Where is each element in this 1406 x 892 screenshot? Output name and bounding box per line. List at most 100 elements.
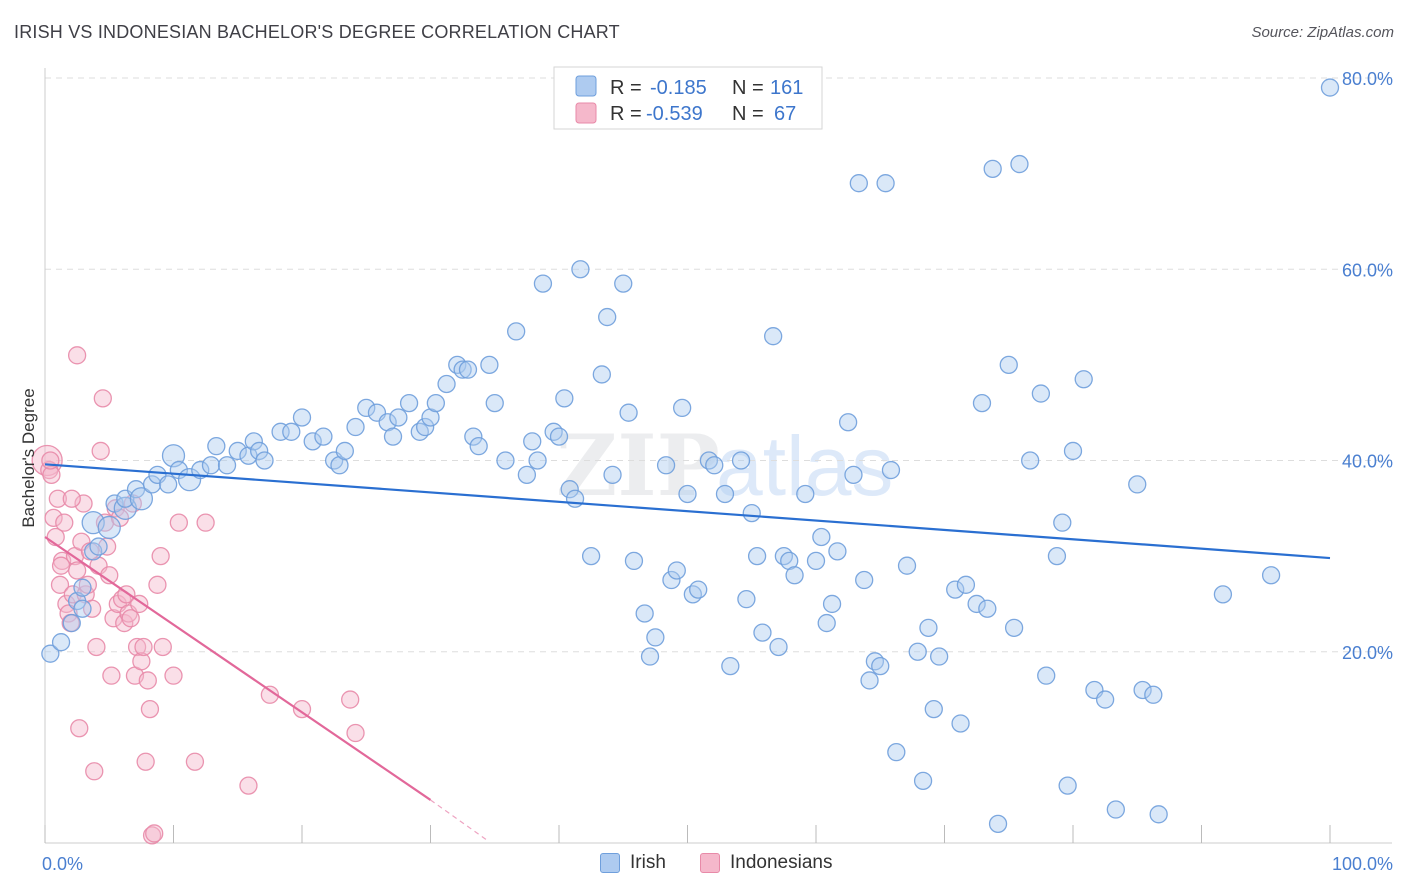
irish-point-148 bbox=[1213, 585, 1233, 604]
chart-title: IRISH VS INDONESIAN BACHELOR'S DEGREE CO… bbox=[14, 22, 620, 42]
irish-point-71 bbox=[598, 307, 617, 327]
irish-point-22 bbox=[201, 456, 221, 475]
indo-point-30 bbox=[102, 666, 121, 685]
irish-point-100 bbox=[796, 484, 815, 504]
irish-point-113 bbox=[876, 174, 895, 193]
indo-point-23 bbox=[87, 637, 106, 657]
indo-point-61 bbox=[341, 690, 360, 709]
irish-point-14 bbox=[129, 487, 154, 511]
irish-point-60 bbox=[523, 432, 542, 451]
legend-r-label-irish: R = bbox=[610, 77, 642, 99]
irish-point-135 bbox=[1037, 666, 1056, 685]
irish-point-56 bbox=[485, 393, 504, 413]
irish-point-127 bbox=[978, 599, 997, 618]
irish-point-105 bbox=[828, 542, 847, 561]
bottom-legend-irish[interactable]: Irish bbox=[600, 852, 666, 874]
irish-point-116 bbox=[897, 556, 917, 575]
irish-point-123 bbox=[951, 714, 970, 733]
legend-r-label-indo: R = bbox=[610, 103, 642, 125]
irish-point-65 bbox=[555, 389, 574, 408]
irish-point-136 bbox=[1047, 546, 1067, 566]
irish-point-107 bbox=[844, 465, 863, 484]
legend-swatch-indo bbox=[575, 102, 597, 124]
irish-point-102 bbox=[812, 527, 831, 547]
irish-point-150 bbox=[1320, 78, 1340, 97]
irish-point-49 bbox=[437, 374, 456, 394]
irish-point-119 bbox=[919, 618, 938, 637]
irish-point-110 bbox=[860, 671, 879, 690]
indo-point-46 bbox=[136, 752, 155, 771]
legend: R = -0.185 N = 161 R = -0.539 N = 67 bbox=[553, 66, 823, 130]
indo-point-26 bbox=[93, 389, 112, 408]
legend-n-label-irish: N = bbox=[732, 77, 764, 99]
legend-n-value-irish: 161 bbox=[770, 77, 803, 99]
irish-point-83 bbox=[678, 484, 697, 504]
indo-point-8 bbox=[55, 513, 74, 532]
irish-point-58 bbox=[507, 322, 526, 341]
irish-point-87 bbox=[705, 456, 724, 475]
irish-point-147 bbox=[1149, 805, 1168, 824]
bottom-legend: Irish Indonesians bbox=[0, 850, 1406, 878]
grid-lines bbox=[45, 77, 1392, 653]
irish-point-15 bbox=[142, 475, 162, 494]
irish-point-85 bbox=[689, 580, 708, 599]
irish-points bbox=[41, 78, 1340, 834]
irish-point-7 bbox=[89, 537, 108, 556]
indo-point-59 bbox=[260, 685, 280, 704]
irish-point-54 bbox=[469, 437, 488, 456]
bottom-legend-swatch-irish bbox=[600, 853, 620, 873]
irish-point-128 bbox=[983, 159, 1002, 178]
irish-point-130 bbox=[999, 355, 1018, 375]
irish-point-81 bbox=[667, 561, 686, 580]
irish-point-52 bbox=[458, 360, 478, 379]
irish-point-121 bbox=[929, 647, 949, 666]
irish-point-93 bbox=[747, 546, 767, 566]
irish-point-114 bbox=[881, 460, 901, 480]
irish-point-30 bbox=[271, 422, 290, 441]
irish-point-80 bbox=[662, 570, 681, 590]
y-tick-label-60: 60.0% bbox=[1342, 260, 1393, 280]
irish-point-104 bbox=[822, 594, 842, 614]
indo-point-6 bbox=[50, 575, 70, 594]
source-credit: Source: ZipAtlas.com bbox=[1251, 24, 1394, 41]
irish-point-27 bbox=[244, 432, 263, 451]
irish-point-146 bbox=[1144, 685, 1163, 704]
irish-point-124 bbox=[956, 575, 976, 594]
irish-point-103 bbox=[817, 613, 836, 633]
irish-point-74 bbox=[619, 403, 638, 422]
irish-point-37 bbox=[335, 441, 354, 461]
irish-point-131 bbox=[1004, 618, 1024, 637]
irish-point-89 bbox=[721, 656, 740, 676]
irish-point-90 bbox=[731, 451, 751, 470]
indo-point-56 bbox=[185, 752, 205, 771]
irish-point-67 bbox=[565, 489, 585, 508]
irish-point-70 bbox=[592, 365, 611, 384]
x-tick-label-0: 0.0% bbox=[42, 854, 83, 874]
irish-point-24 bbox=[217, 456, 237, 475]
indo-point-54 bbox=[164, 666, 183, 685]
irish-point-94 bbox=[753, 623, 772, 642]
indo-point-62 bbox=[346, 723, 365, 743]
irish-point-68 bbox=[571, 260, 590, 279]
indo-point-64 bbox=[41, 451, 60, 470]
indo-point-39 bbox=[121, 609, 140, 628]
axes bbox=[44, 68, 1392, 844]
irish-point-142 bbox=[1095, 690, 1115, 709]
bottom-legend-swatch-indonesians bbox=[700, 853, 720, 873]
bottom-legend-indonesians[interactable]: Indonesians bbox=[700, 852, 832, 874]
irish-point-73 bbox=[614, 274, 633, 293]
tick-labels: 20.0% 40.0% 60.0% 80.0% 0.0% 100.0% bbox=[42, 69, 1393, 874]
irish-point-25 bbox=[228, 441, 247, 461]
irish-point-55 bbox=[480, 355, 499, 375]
indo-point-42 bbox=[127, 637, 147, 657]
irish-point-31 bbox=[282, 422, 301, 441]
irish-point-9 bbox=[97, 515, 121, 540]
irish-point-137 bbox=[1053, 513, 1072, 532]
irish-point-76 bbox=[635, 604, 654, 623]
irish-point-96 bbox=[769, 637, 788, 657]
indo-point-65 bbox=[62, 489, 81, 508]
irish-point-51 bbox=[453, 360, 472, 379]
legend-r-value-irish: -0.185 bbox=[650, 77, 707, 99]
irish-point-120 bbox=[924, 699, 943, 719]
